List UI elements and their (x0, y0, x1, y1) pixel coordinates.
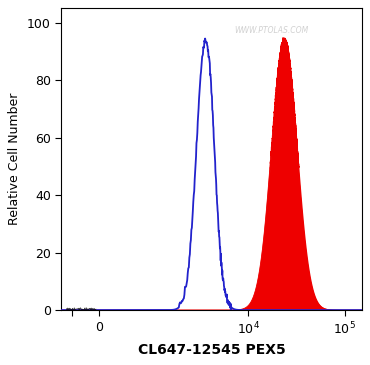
X-axis label: CL647-12545 PEX5: CL647-12545 PEX5 (138, 343, 285, 357)
Y-axis label: Relative Cell Number: Relative Cell Number (9, 93, 21, 226)
Text: WWW.PTOLAS.COM: WWW.PTOLAS.COM (235, 26, 309, 35)
